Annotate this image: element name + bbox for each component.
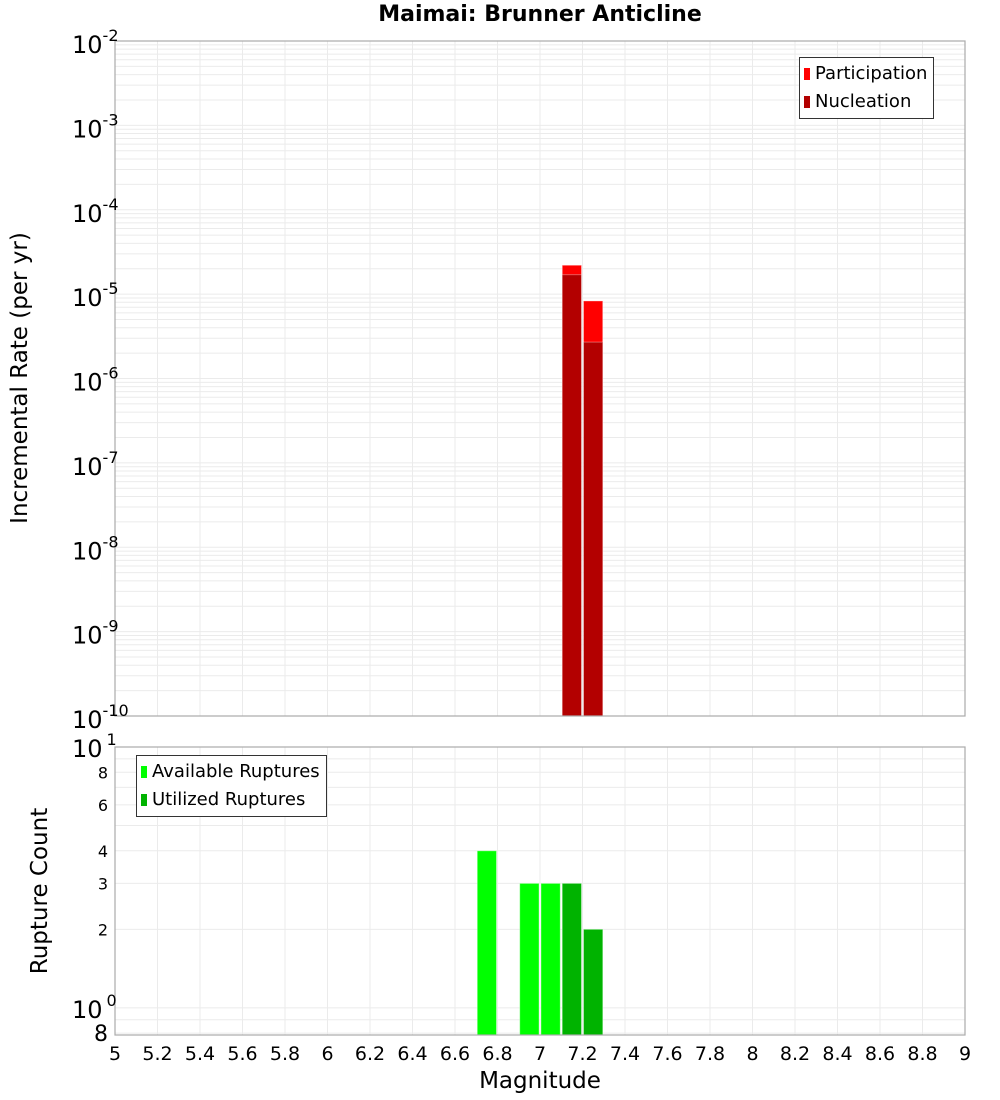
bar-utilized-ruptures: [561, 882, 582, 1036]
x-tick-label: 5.4: [185, 1043, 215, 1065]
participation-swatch: [804, 68, 810, 80]
x-tick-label: 6.4: [397, 1043, 427, 1065]
x-tick-label: 8.2: [780, 1043, 810, 1065]
top-legend: Participation Nucleation: [799, 57, 935, 119]
x-tick-label: 8.8: [907, 1043, 937, 1065]
bar-available-ruptures: [476, 850, 497, 1036]
legend-label: Participation: [815, 63, 928, 84]
utilized-swatch: [141, 794, 147, 806]
y-minor-tick-label: 8: [98, 763, 108, 782]
x-tick-label: 8: [746, 1043, 758, 1065]
bar-utilized-ruptures: [583, 928, 604, 1036]
y-tick-label: 10 1: [72, 730, 117, 763]
x-tick-label: 5: [109, 1043, 121, 1065]
chart-title: Maimai: Brunner Anticline: [378, 2, 702, 27]
x-tick-label: 7: [534, 1043, 546, 1065]
y-minor-tick-label: 2: [98, 920, 108, 939]
x-tick-label: 7.4: [610, 1043, 640, 1065]
y-tick-label: 10-5: [72, 279, 119, 312]
x-tick-label: 5.8: [270, 1043, 300, 1065]
x-tick-label: 7.2: [567, 1043, 597, 1065]
y-minor-tick-label: 3: [98, 874, 108, 893]
y-minor-tick-label: 4: [98, 842, 108, 861]
x-tick-label: 8.4: [822, 1043, 852, 1065]
x-tick-label: 6.6: [440, 1043, 470, 1065]
y-tick-label: 10-3: [72, 110, 119, 143]
bottom-legend: Available Ruptures Utilized Ruptures: [136, 755, 327, 817]
x-tick-label: 7.6: [652, 1043, 682, 1065]
y-tick-label: 10 0: [72, 991, 117, 1024]
y-tick-label: 10-4: [72, 195, 119, 228]
y-tick-label: 10-2: [72, 26, 119, 59]
x-tick-label: 9: [959, 1043, 971, 1065]
bottom-y-axis-label: Rupture Count: [27, 807, 53, 975]
legend-label: Available Ruptures: [152, 761, 320, 782]
y-tick-label: 10-8: [72, 532, 119, 565]
y-tick-label: 10-10: [72, 701, 129, 734]
legend-label: Nucleation: [815, 91, 912, 112]
y-tick-label: 10-9: [72, 617, 119, 650]
x-tick-label: 5.6: [227, 1043, 257, 1065]
bar-nucleation: [583, 341, 604, 717]
x-tick-label: 6: [321, 1043, 333, 1065]
x-tick-label: 8.6: [865, 1043, 895, 1065]
legend-label: Utilized Ruptures: [152, 789, 306, 810]
y-minor-tick-label: 8: [94, 1022, 108, 1047]
y-tick-label: 10-7: [72, 448, 119, 481]
x-tick-label: 7.8: [695, 1043, 725, 1065]
x-axis-label: Magnitude: [479, 1068, 601, 1094]
available-swatch: [141, 766, 147, 778]
top-y-axis-label: Incremental Rate (per yr): [7, 232, 33, 524]
legend-item-participation: Participation: [804, 60, 927, 88]
legend-item-utilized: Utilized Ruptures: [141, 786, 320, 814]
bar-nucleation: [561, 274, 582, 717]
legend-item-nucleation: Nucleation: [804, 88, 927, 116]
bar-available-ruptures: [540, 882, 561, 1036]
y-tick-label: 10-6: [72, 364, 119, 397]
y-minor-tick-label: 6: [98, 796, 108, 815]
x-tick-label: 6.2: [355, 1043, 385, 1065]
bar-available-ruptures: [519, 882, 540, 1036]
legend-item-available: Available Ruptures: [141, 758, 320, 786]
x-tick-label: 6.8: [482, 1043, 512, 1065]
x-tick-label: 5.2: [142, 1043, 172, 1065]
nucleation-swatch: [804, 96, 810, 108]
